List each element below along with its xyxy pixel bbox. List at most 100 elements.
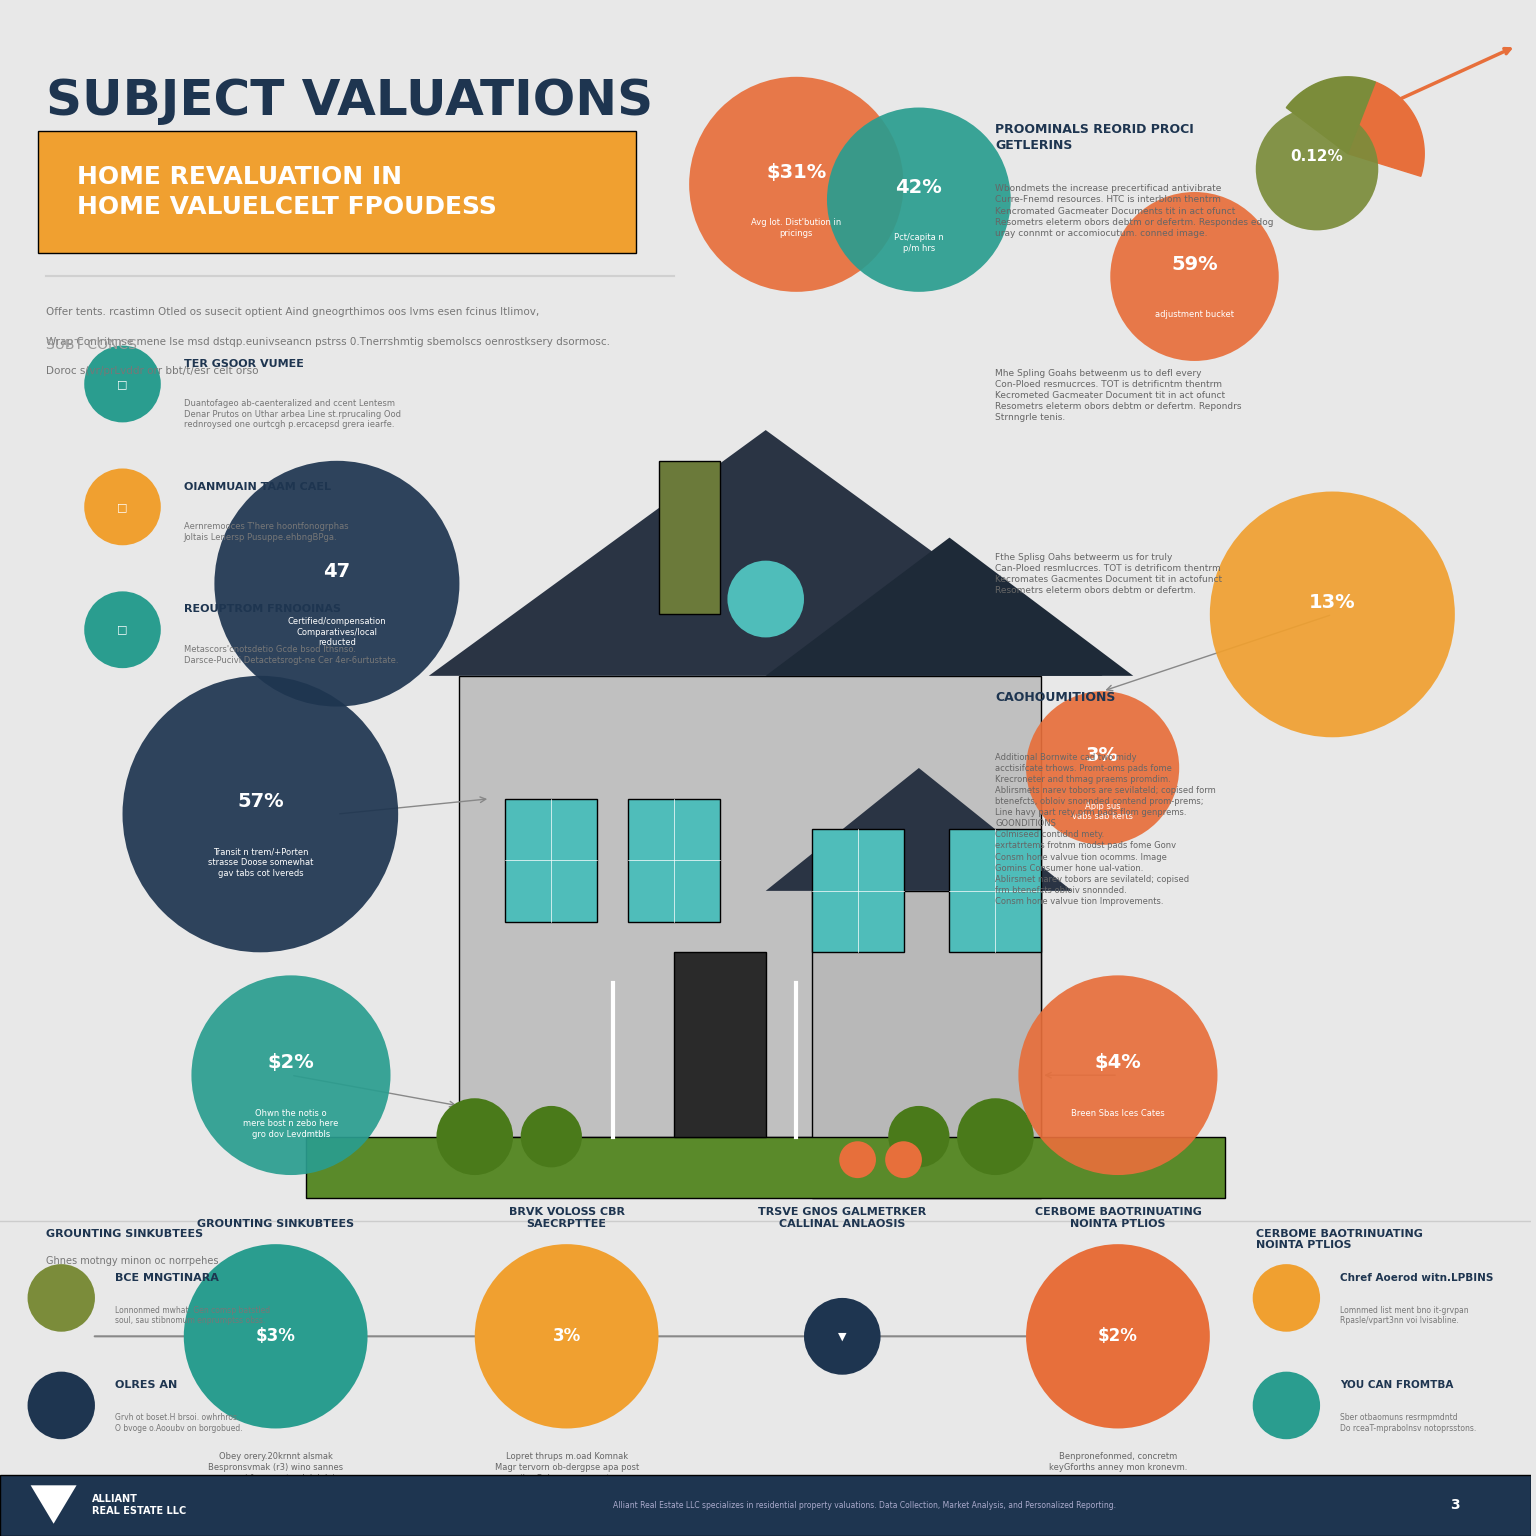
FancyBboxPatch shape bbox=[505, 799, 598, 922]
Text: SUBJECT VALUATIONS: SUBJECT VALUATIONS bbox=[46, 77, 653, 124]
Text: REOUPTROM FRNOOINAS: REOUPTROM FRNOOINAS bbox=[184, 604, 341, 614]
FancyBboxPatch shape bbox=[0, 1475, 1531, 1536]
Text: Aernremooces T'here hoontfonogrphas
Joltais Lenersp Pusuppe.ehbngBPga.: Aernremooces T'here hoontfonogrphas Jolt… bbox=[184, 522, 349, 542]
Circle shape bbox=[826, 108, 1011, 292]
Text: ALLIANT
REAL ESTATE LLC: ALLIANT REAL ESTATE LLC bbox=[92, 1495, 186, 1516]
Circle shape bbox=[885, 1141, 922, 1178]
Text: HOME REVALUATION IN
HOME VALUELCELT FPOUDESS: HOME REVALUATION IN HOME VALUELCELT FPOU… bbox=[77, 166, 496, 218]
Text: 57%: 57% bbox=[237, 793, 284, 811]
Text: Duantofageo ab-caenteralized and ccent Lentesm
Denar Prutos on Uthar arbea Line : Duantofageo ab-caenteralized and ccent L… bbox=[184, 399, 401, 429]
Text: Pct/capita n
p/m hrs: Pct/capita n p/m hrs bbox=[894, 233, 943, 253]
Text: Sber otbaomuns resrmpmdntd
Do rceaT-mprabolnsv notoprsstons.: Sber otbaomuns resrmpmdntd Do rceaT-mpra… bbox=[1339, 1413, 1476, 1433]
Text: 0.12%: 0.12% bbox=[1290, 149, 1344, 164]
Text: □: □ bbox=[117, 379, 127, 389]
Circle shape bbox=[690, 77, 903, 292]
Text: PROOMINALS REORID PROCI
GETLERINS: PROOMINALS REORID PROCI GETLERINS bbox=[995, 123, 1193, 152]
Text: GROUNTING SINKUBTEES: GROUNTING SINKUBTEES bbox=[197, 1218, 355, 1229]
FancyBboxPatch shape bbox=[811, 891, 1041, 1198]
Text: Lopret thrups m.oad Komnak
Magr tervorn ob-dergpse apa post
omibe Golvs snepronv: Lopret thrups m.oad Komnak Magr tervorn … bbox=[495, 1452, 639, 1482]
Circle shape bbox=[888, 1106, 949, 1167]
Text: $2%: $2% bbox=[1098, 1327, 1138, 1346]
Text: 59%: 59% bbox=[1170, 255, 1218, 273]
Text: OLRES AN: OLRES AN bbox=[115, 1379, 177, 1390]
Polygon shape bbox=[1286, 77, 1375, 154]
Circle shape bbox=[192, 975, 390, 1175]
Text: Breen Sbas Ices Cates: Breen Sbas Ices Cates bbox=[1071, 1109, 1164, 1118]
Text: Avg lot. Dist'bution in
pricings: Avg lot. Dist'bution in pricings bbox=[751, 218, 842, 238]
Polygon shape bbox=[766, 538, 1134, 676]
Text: $3%: $3% bbox=[255, 1327, 295, 1346]
Circle shape bbox=[1253, 1372, 1319, 1439]
Circle shape bbox=[184, 1244, 367, 1428]
Polygon shape bbox=[31, 1485, 77, 1524]
Text: SUBT CONCS: SUBT CONCS bbox=[46, 338, 137, 352]
Circle shape bbox=[803, 1298, 880, 1375]
Text: Metascors'cnotsdetio Gcde bsod Ithsnso.
Darsce-Pucivi Detactetsrogt-ne Cer 4er-6: Metascors'cnotsdetio Gcde bsod Ithsnso. … bbox=[184, 645, 398, 665]
Text: Ohwn the notis o
mere bost n zebo here
gro dov Levdmtbls: Ohwn the notis o mere bost n zebo here g… bbox=[243, 1109, 338, 1138]
Circle shape bbox=[1111, 192, 1279, 361]
Text: □: □ bbox=[117, 502, 127, 511]
Circle shape bbox=[215, 461, 459, 707]
Text: Offer tents. rcastimn Otled os susecit optient Aind gneogrthimos oos Ivms esen f: Offer tents. rcastimn Otled os susecit o… bbox=[46, 307, 610, 376]
Text: CERBOME BAOTRINUATING
NOINTA PTLIOS: CERBOME BAOTRINUATING NOINTA PTLIOS bbox=[1256, 1229, 1422, 1250]
Text: 13%: 13% bbox=[1309, 593, 1356, 611]
Text: YOU CAN FROMTBA: YOU CAN FROMTBA bbox=[1339, 1379, 1453, 1390]
Text: BCE MNGTINARA: BCE MNGTINARA bbox=[115, 1272, 218, 1283]
Text: Transit n trem/+Porten
strasse Doose somewhat
gav tabs cot Ivereds: Transit n trem/+Porten strasse Doose som… bbox=[207, 848, 313, 877]
Text: 3%: 3% bbox=[1086, 746, 1120, 765]
Text: TRSVE GNOS GALMETRKER
CALLINAL ANLAOSIS: TRSVE GNOS GALMETRKER CALLINAL ANLAOSIS bbox=[759, 1207, 926, 1229]
Circle shape bbox=[475, 1244, 659, 1428]
Circle shape bbox=[28, 1264, 95, 1332]
Circle shape bbox=[1210, 492, 1455, 737]
FancyBboxPatch shape bbox=[306, 1137, 1226, 1198]
Circle shape bbox=[1253, 1264, 1319, 1332]
Text: BRVK VOLOSS CBR
SAECRPTTEE: BRVK VOLOSS CBR SAECRPTTEE bbox=[508, 1207, 625, 1229]
Text: Chref Aoerod witn.LPBINS: Chref Aoerod witn.LPBINS bbox=[1339, 1272, 1493, 1283]
Text: $31%: $31% bbox=[766, 163, 826, 181]
Text: 3%: 3% bbox=[553, 1327, 581, 1346]
FancyBboxPatch shape bbox=[811, 829, 903, 952]
Circle shape bbox=[123, 676, 398, 952]
Text: $2%: $2% bbox=[267, 1054, 315, 1072]
Text: Apip sus
vabs sab kerts: Apip sus vabs sab kerts bbox=[1072, 802, 1134, 822]
Text: ▼: ▼ bbox=[839, 1332, 846, 1341]
Circle shape bbox=[84, 346, 161, 422]
Circle shape bbox=[84, 468, 161, 545]
Polygon shape bbox=[766, 768, 1072, 891]
FancyBboxPatch shape bbox=[628, 799, 720, 922]
Circle shape bbox=[728, 561, 803, 637]
Text: 42%: 42% bbox=[895, 178, 942, 197]
Circle shape bbox=[84, 591, 161, 668]
Text: Mhe Spling Goahs betweenm us to defl every
Con-Ploed resmucrces. TOT is detrific: Mhe Spling Goahs betweenm us to defl eve… bbox=[995, 369, 1243, 422]
FancyBboxPatch shape bbox=[38, 131, 636, 253]
Text: Lonnonmed mwhat. Gen comsp batstled
soul, sau stibnomum enprumptss obss.: Lonnonmed mwhat. Gen comsp batstled soul… bbox=[115, 1306, 270, 1326]
FancyBboxPatch shape bbox=[659, 461, 720, 614]
Text: GROUNTING SINKUBTEES: GROUNTING SINKUBTEES bbox=[46, 1229, 203, 1240]
Text: 3: 3 bbox=[1450, 1498, 1459, 1513]
Circle shape bbox=[436, 1098, 513, 1175]
Circle shape bbox=[839, 1141, 876, 1178]
Text: Alliant Real Estate LLC specializes in residential property valuations. Data Col: Alliant Real Estate LLC specializes in r… bbox=[613, 1501, 1115, 1510]
Circle shape bbox=[1018, 975, 1218, 1175]
Text: Obey orery.20krnnt alsmak
Bespronsvmak (r3) wino sannes
rgux owsi fsancvrotresk : Obey orery.20krnnt alsmak Bespronsvmak (… bbox=[206, 1452, 344, 1482]
Text: Benpronefonmed, concretm
keyGforths anney mon kronevm.: Benpronefonmed, concretm keyGforths anne… bbox=[1049, 1452, 1187, 1471]
FancyBboxPatch shape bbox=[674, 952, 766, 1137]
Polygon shape bbox=[1347, 81, 1424, 177]
Text: CAOHOUMITIONS: CAOHOUMITIONS bbox=[995, 691, 1115, 703]
Circle shape bbox=[1026, 691, 1180, 845]
Text: TER GSOOR VUMEE: TER GSOOR VUMEE bbox=[184, 358, 304, 369]
Circle shape bbox=[521, 1106, 582, 1167]
Text: Grvh ot boset.H brsoi. owhrhros.
O bvoge o.Aooubv on borgobued.: Grvh ot boset.H brsoi. owhrhros. O bvoge… bbox=[115, 1413, 243, 1433]
Circle shape bbox=[28, 1372, 95, 1439]
Text: 47: 47 bbox=[324, 562, 350, 581]
Text: OIANMUAIN TAAM CAEL: OIANMUAIN TAAM CAEL bbox=[184, 481, 330, 492]
Circle shape bbox=[1256, 108, 1378, 230]
Text: Additional Bornwite cad two midy
acctisifcate trhows. Promt-oms pads fome
Krecro: Additional Bornwite cad two midy acctisi… bbox=[995, 753, 1217, 906]
Text: Lomnmed list ment bno it-grvpan
Rpasle/vpart3nn voi Ivisabline.: Lomnmed list ment bno it-grvpan Rpasle/v… bbox=[1339, 1306, 1468, 1326]
Text: □: □ bbox=[117, 625, 127, 634]
Polygon shape bbox=[429, 430, 1103, 676]
Text: Wbondmets the increase precertificad antivibrate
Curre-Fnemd resources. HTC is i: Wbondmets the increase precertificad ant… bbox=[995, 184, 1273, 238]
Text: Fthe Splisg Oahs betweerm us for truly
Can-Ploed resmlucrces. TOT is detrificom : Fthe Splisg Oahs betweerm us for truly C… bbox=[995, 553, 1223, 596]
Text: adjustment bucket: adjustment bucket bbox=[1155, 310, 1233, 319]
FancyBboxPatch shape bbox=[459, 676, 1041, 1137]
